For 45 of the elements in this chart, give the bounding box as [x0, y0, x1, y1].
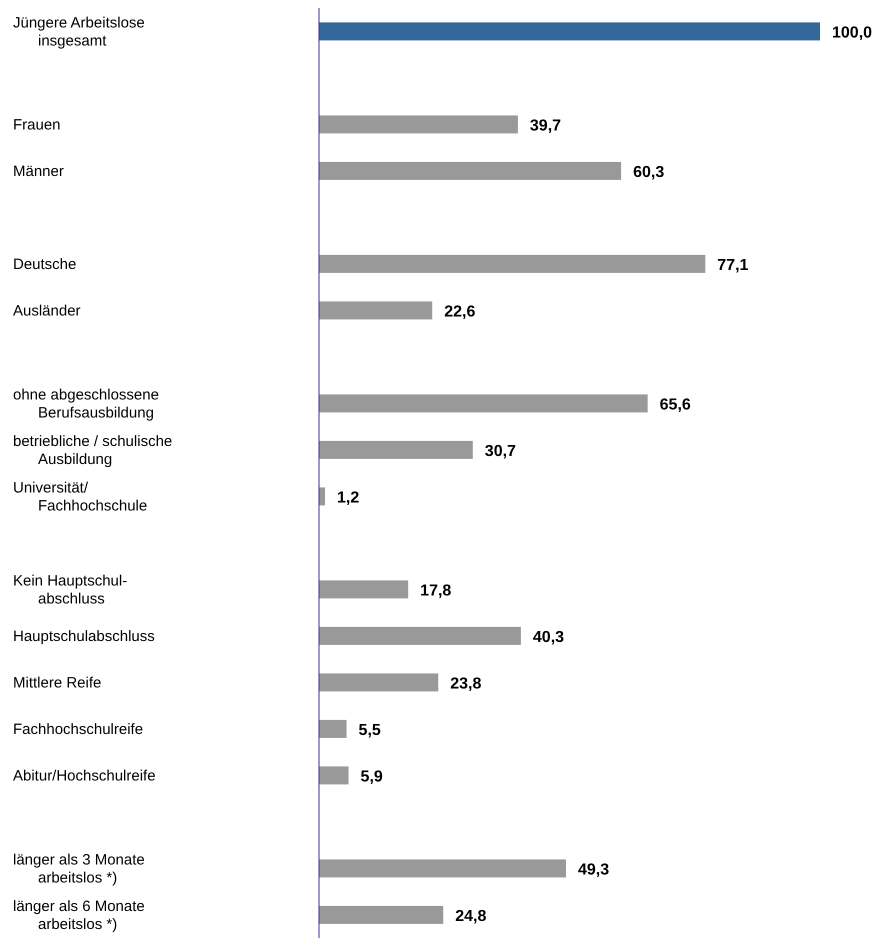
y-tick-label: Kein Hauptschul- abschluss: [13, 572, 128, 608]
data-label: 17,8: [420, 582, 452, 600]
data-label: 65,6: [660, 396, 691, 414]
bar: [319, 254, 706, 273]
bar: [319, 906, 444, 924]
y-tick-label: Abitur/Hochschulreife: [13, 767, 156, 784]
data-label: 22,6: [444, 303, 476, 320]
y-tick-label: länger als 6 Monate arbeitslos *): [13, 898, 145, 933]
y-tick-label: Männer: [13, 162, 64, 180]
bar: [319, 580, 408, 598]
data-label: 30,7: [484, 442, 516, 460]
data-label: 39,7: [530, 117, 562, 134]
y-tick-label: Ausländer: [13, 302, 81, 320]
bar: [319, 22, 820, 40]
y-tick-label: betriebliche / schulische Ausbildung: [13, 432, 172, 468]
y-tick-label: Fachhochschulreife: [13, 720, 144, 738]
data-label: 100,0: [832, 24, 872, 42]
data-label: 5,9: [360, 768, 383, 786]
data-label: 77,1: [717, 256, 749, 274]
y-tick-label: Jüngere Arbeitslose insgesamt: [13, 14, 145, 50]
y-tick-label: Hauptschulabschluss: [13, 628, 155, 645]
bar: [319, 487, 326, 506]
data-label: 40,3: [532, 628, 564, 646]
bar: [319, 720, 347, 738]
bar: [319, 766, 349, 784]
y-tick-label: ohne abgeschlossene Berufsausbildung: [13, 386, 159, 422]
data-label: 1,2: [337, 489, 360, 506]
bar: [319, 859, 566, 878]
bar: [319, 115, 518, 134]
data-label: 5,5: [358, 722, 381, 739]
bar: [319, 626, 521, 645]
bar: [319, 440, 473, 459]
y-tick-label: länger als 3 Monate arbeitslos *): [13, 851, 145, 886]
data-label: 60,3: [633, 164, 664, 181]
y-tick-label: Deutsche: [13, 256, 76, 273]
data-label: 23,8: [450, 675, 482, 692]
bar: [319, 673, 438, 692]
y-tick-label: Frauen: [13, 116, 61, 134]
data-label: 24,8: [455, 908, 486, 925]
bar: [319, 301, 432, 320]
bar: [319, 394, 648, 412]
y-tick-label: Mittlere Reife: [13, 674, 102, 692]
y-tick-label: Universität/ Fachhochschule: [13, 479, 148, 514]
bar: [319, 162, 622, 180]
data-label: 49,3: [578, 861, 610, 878]
